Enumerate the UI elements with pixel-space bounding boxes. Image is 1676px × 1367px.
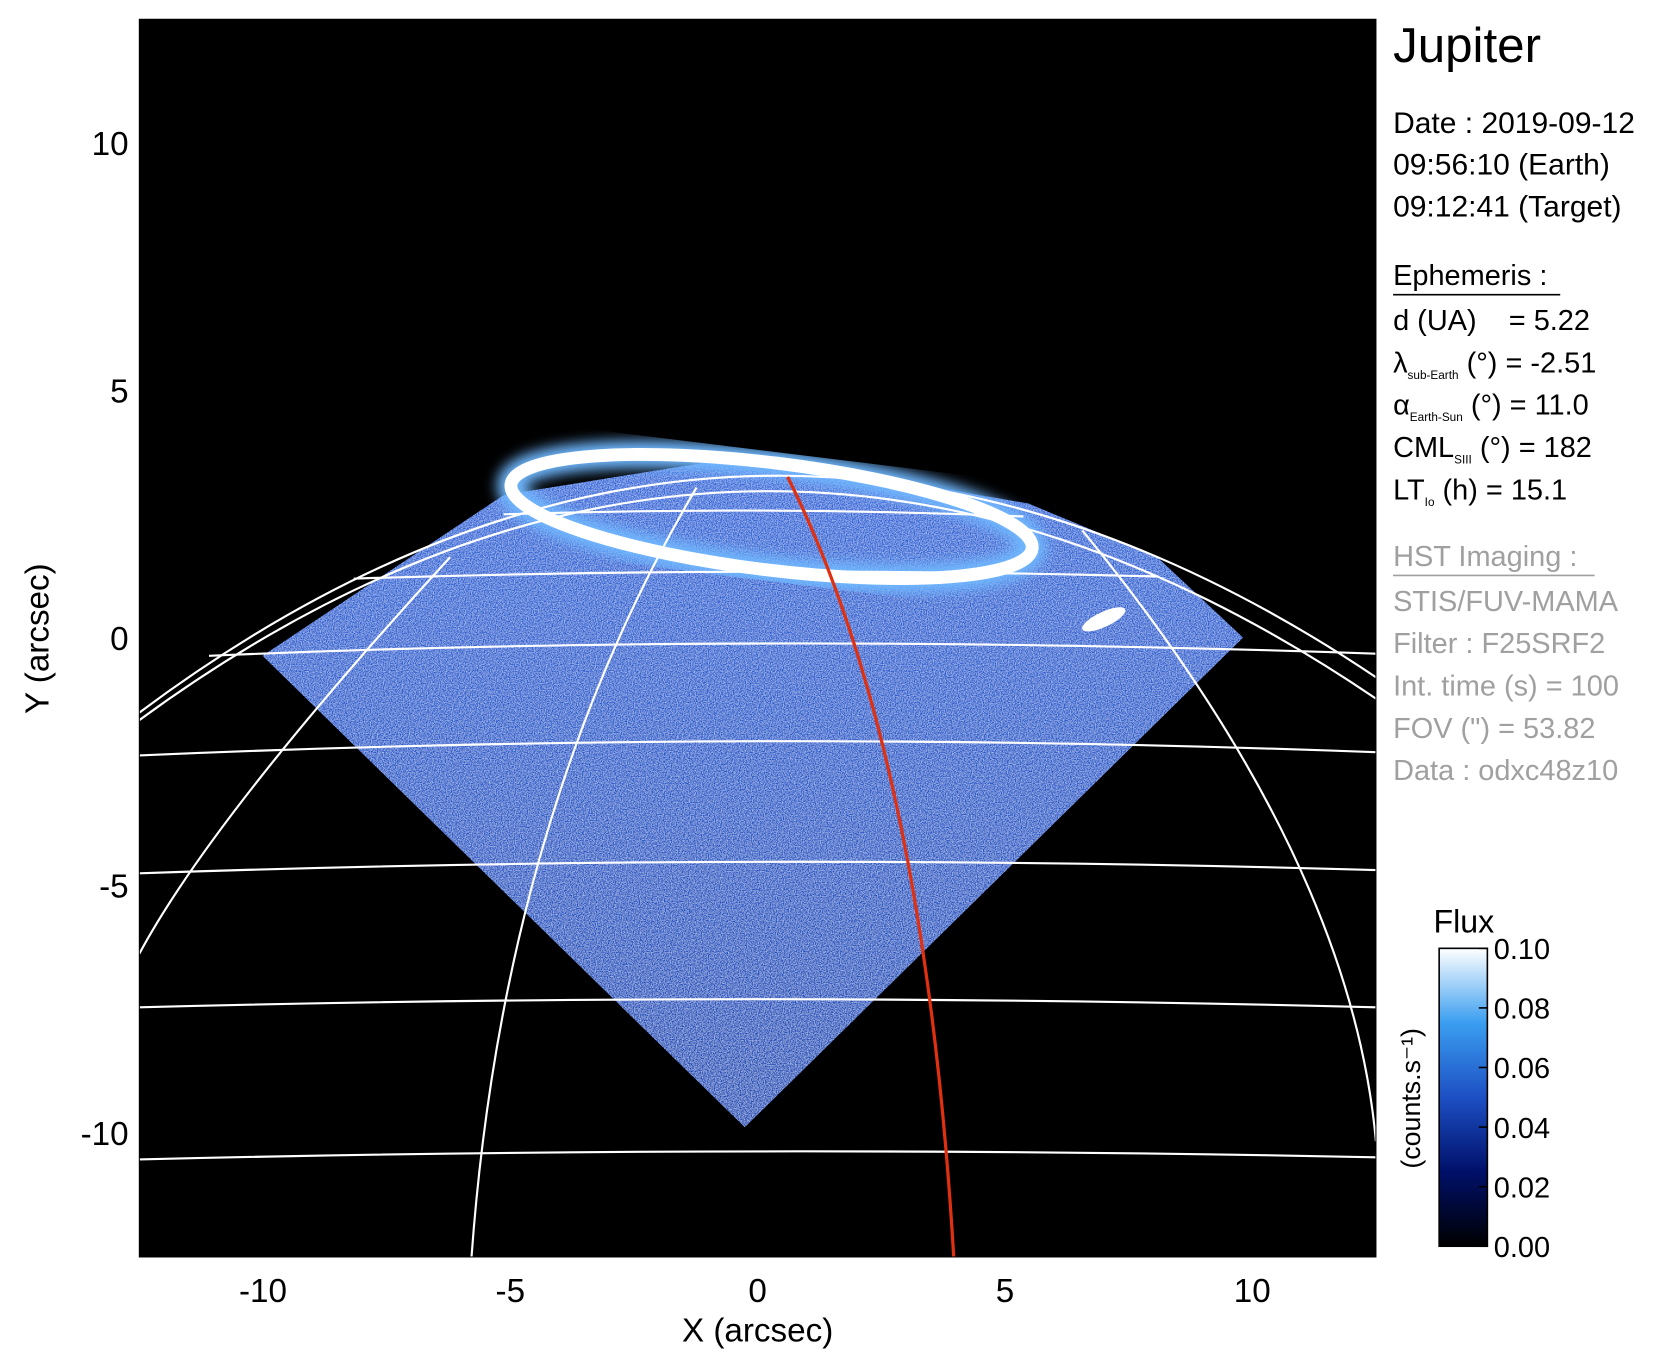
ephemeris-line: λsub-Earth (°) = -2.51	[1393, 347, 1596, 381]
latitude-line	[139, 998, 1376, 1009]
colorbar-label: (counts.s⁻¹)	[1396, 1028, 1426, 1169]
date-line: 09:56:10 (Earth)	[1393, 149, 1610, 182]
y-tick-label: 5	[110, 373, 128, 410]
ephemeris-heading: Ephemeris :	[1393, 260, 1547, 292]
latitude-line	[353, 570, 1158, 580]
latitude-line	[139, 740, 1376, 757]
x-axis-label: X (arcsec)	[682, 1313, 833, 1350]
x-tick-label: -10	[239, 1273, 287, 1310]
colorbar-tick-label: 0.06	[1494, 1053, 1550, 1085]
imaging-heading: HST Imaging :	[1393, 541, 1577, 573]
latitude-line	[503, 509, 1024, 518]
ephemeris-subscript: sub-Earth	[1408, 369, 1459, 382]
ephemeris-subscript: SIII	[1454, 453, 1472, 466]
y-tick-label: -5	[99, 868, 129, 905]
y-tick-label: 10	[92, 126, 129, 163]
info-panel: Jupiter Date : 2019-09-12 09:56:10 (Earth)…	[1393, 18, 1635, 787]
imaging-line: Filter : F25SRF2	[1393, 628, 1605, 660]
ephemeris-symbol: λ	[1393, 347, 1408, 379]
aurora-spot	[1082, 607, 1126, 632]
plot-area	[139, 19, 1376, 1257]
y-axis-label: Y (arcsec)	[19, 563, 56, 714]
latitude-line	[208, 642, 1376, 657]
limb	[139, 474, 1376, 714]
ephemeris-value: (°) = 11.0	[1463, 390, 1589, 422]
meridian	[139, 556, 451, 955]
colorbar-tick-label: 0.04	[1494, 1113, 1550, 1145]
colorbar-tick-label: 0.08	[1494, 994, 1550, 1026]
central-meridian	[786, 476, 956, 1257]
imaging-line: Data : odxc48z10	[1393, 755, 1618, 787]
ephemeris-line: CMLSIII (°) = 182	[1393, 432, 1592, 466]
ephemeris-symbol: α	[1393, 390, 1410, 422]
colorbar	[1438, 947, 1489, 1248]
meridian	[470, 487, 698, 1257]
x-tick-label: 0	[748, 1273, 766, 1310]
colorbar-tick-label: 0.10	[1494, 934, 1550, 966]
x-tick-label: 10	[1234, 1273, 1271, 1310]
ephemeris-subscript: Io	[1425, 496, 1435, 509]
latitude-line	[139, 860, 1376, 875]
emission-region	[262, 455, 1244, 1128]
ephemeris-line: d (UA) = 5.22	[1393, 305, 1590, 337]
ephemeris-value: (h) = 15.1	[1434, 474, 1567, 506]
meridian	[1081, 529, 1376, 1142]
latitude-line	[139, 1150, 1376, 1161]
ephemeris-line: LTIo (h) = 15.1	[1393, 474, 1567, 508]
aurora-oval	[504, 448, 1039, 585]
imaging-line: Int. time (s) = 100	[1393, 670, 1619, 702]
colorbar-tick-label: 0.00	[1494, 1232, 1550, 1264]
ephemeris-symbol: LT	[1393, 474, 1425, 506]
colorbar-title: Flux	[1433, 903, 1494, 939]
date-line: 09:12:41 (Target)	[1393, 190, 1621, 223]
imaging-line: STIS/FUV-MAMA	[1393, 586, 1619, 618]
planet-grid	[139, 474, 1376, 1257]
ephemeris-line: αEarth-Sun (°) = 11.0	[1393, 390, 1589, 424]
x-tick-label: 5	[996, 1273, 1014, 1310]
x-tick-label: -5	[496, 1273, 526, 1310]
ephemeris-subscript: Earth-Sun	[1410, 411, 1463, 424]
ephemeris-symbol: CML	[1393, 432, 1454, 464]
ephemeris-value: d (UA) = 5.22	[1393, 305, 1590, 337]
planet-name: Jupiter	[1393, 18, 1541, 73]
y-tick-label: 0	[110, 621, 128, 658]
imaging-line: FOV (") = 53.82	[1393, 713, 1595, 745]
ephemeris-value: (°) = -2.51	[1459, 347, 1597, 379]
limb	[139, 490, 1376, 721]
date-line: Date : 2019-09-12	[1393, 107, 1635, 140]
ephemeris-value: (°) = 182	[1472, 432, 1592, 464]
y-tick-label: -10	[81, 1116, 129, 1153]
colorbar-tick-label: 0.02	[1494, 1172, 1550, 1204]
